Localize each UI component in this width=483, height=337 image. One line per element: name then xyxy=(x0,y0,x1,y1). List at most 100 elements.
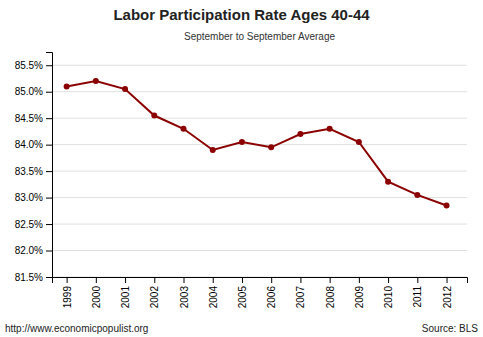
grid-line xyxy=(52,118,467,119)
tick: 2008 xyxy=(325,277,336,308)
point xyxy=(210,147,216,153)
tick-mark xyxy=(46,118,52,119)
tick: 83.0% xyxy=(15,192,52,203)
tick-mark xyxy=(271,277,272,283)
tick: 2000 xyxy=(91,277,102,308)
tick-label: 84.0% xyxy=(15,139,43,150)
tick: 2011 xyxy=(412,277,423,308)
grid-line xyxy=(52,224,467,225)
tick-label: 2004 xyxy=(208,286,219,309)
grid xyxy=(52,65,467,277)
tick-label: 82.0% xyxy=(15,245,43,256)
tick-label: 1999 xyxy=(62,286,73,309)
tick-mark xyxy=(46,198,52,199)
axis-line xyxy=(46,53,53,278)
tick: 84.0% xyxy=(15,139,52,150)
tick-label: 2005 xyxy=(237,286,248,309)
tick-mark xyxy=(46,251,52,252)
tick: 2007 xyxy=(295,277,306,308)
tick-label: 2002 xyxy=(149,286,160,309)
tick-label: 2010 xyxy=(383,286,394,309)
tick-mark xyxy=(388,277,389,283)
tick: 1999 xyxy=(62,277,73,308)
tick: 81.5% xyxy=(15,272,52,283)
tick-label: 2001 xyxy=(120,286,131,309)
marks xyxy=(64,78,450,208)
tick-mark xyxy=(330,277,331,283)
point xyxy=(239,139,245,145)
point xyxy=(268,144,274,150)
tick-mark xyxy=(417,277,418,283)
grid-line xyxy=(52,171,467,172)
tick: 83.5% xyxy=(15,166,52,177)
tick-label: 2006 xyxy=(266,286,277,309)
point xyxy=(385,179,391,185)
tick-mark xyxy=(242,277,243,283)
point xyxy=(327,126,333,132)
tick: 2012 xyxy=(442,277,453,308)
tick-label: 2003 xyxy=(179,286,190,309)
tick: 2009 xyxy=(354,277,365,308)
point xyxy=(297,131,303,137)
annotation: http://www.economicpopulist.org xyxy=(5,323,148,334)
tick-label: 2007 xyxy=(295,286,306,309)
tick-mark xyxy=(447,277,448,283)
x-axis: 1999 2000 2001 2002 2003 2004 2005 2006 2007 2008… xyxy=(53,277,468,308)
tick: 84.5% xyxy=(15,113,52,124)
y-axis: 81.5% 82.0% 82.5% 83.0% 83.5% 84.0% 84.5% 85.0%… xyxy=(15,53,53,283)
tick-mark xyxy=(46,171,52,172)
title: Labor Participation Rate Ages 40-44 xyxy=(113,6,370,23)
tick-mark xyxy=(46,92,52,93)
point xyxy=(64,83,70,89)
point xyxy=(414,192,420,198)
tick: 2001 xyxy=(120,277,131,308)
tick-mark xyxy=(46,145,52,146)
tick-mark xyxy=(96,277,97,283)
tick-mark xyxy=(125,277,126,283)
tick-mark xyxy=(184,277,185,283)
tick-mark xyxy=(154,277,155,283)
tick-label: 84.5% xyxy=(15,113,43,124)
point xyxy=(444,203,450,209)
annotation: Source: BLS xyxy=(422,323,478,334)
subtitle: September to September Average xyxy=(184,31,335,42)
point xyxy=(181,126,187,132)
point xyxy=(356,139,362,145)
tick-label: 83.0% xyxy=(15,192,43,203)
tick: 2002 xyxy=(149,277,160,308)
tick: 2003 xyxy=(179,277,190,308)
tick-mark xyxy=(46,224,52,225)
tick: 2005 xyxy=(237,277,248,308)
tick-label: 85.5% xyxy=(15,60,43,71)
tick-mark xyxy=(46,65,52,66)
point xyxy=(122,86,128,92)
chart: Labor Participation Rate Ages 40-44 Septe… xyxy=(0,0,483,337)
tick-mark xyxy=(67,277,68,283)
tick: 2006 xyxy=(266,277,277,308)
tick: 82.5% xyxy=(15,219,52,230)
tick-label: 85.0% xyxy=(15,86,43,97)
tick-label: 81.5% xyxy=(15,272,43,283)
tick-mark xyxy=(46,277,52,278)
tick-label: 82.5% xyxy=(15,219,43,230)
grid-line xyxy=(52,65,467,66)
point xyxy=(151,113,157,119)
tick: 85.0% xyxy=(15,86,52,97)
tick-mark xyxy=(300,277,301,283)
tick-label: 83.5% xyxy=(15,166,43,177)
tick-mark xyxy=(213,277,214,283)
tick-label: 2000 xyxy=(91,286,102,309)
tick-label: 2008 xyxy=(325,286,336,309)
grid-line xyxy=(52,250,467,251)
grid-line xyxy=(52,197,467,198)
tick: 85.5% xyxy=(15,60,52,71)
plot-area: 1999 2000 2001 2002 2003 2004 2005 2006 2007 2008… xyxy=(15,53,468,309)
tick-label: 2009 xyxy=(354,286,365,309)
line xyxy=(67,81,447,205)
tick-label: 2011 xyxy=(412,286,423,308)
point xyxy=(93,78,99,84)
grid-line xyxy=(52,91,467,92)
tick-mark xyxy=(359,277,360,283)
tick: 2004 xyxy=(208,277,219,308)
axis-line xyxy=(53,278,468,284)
